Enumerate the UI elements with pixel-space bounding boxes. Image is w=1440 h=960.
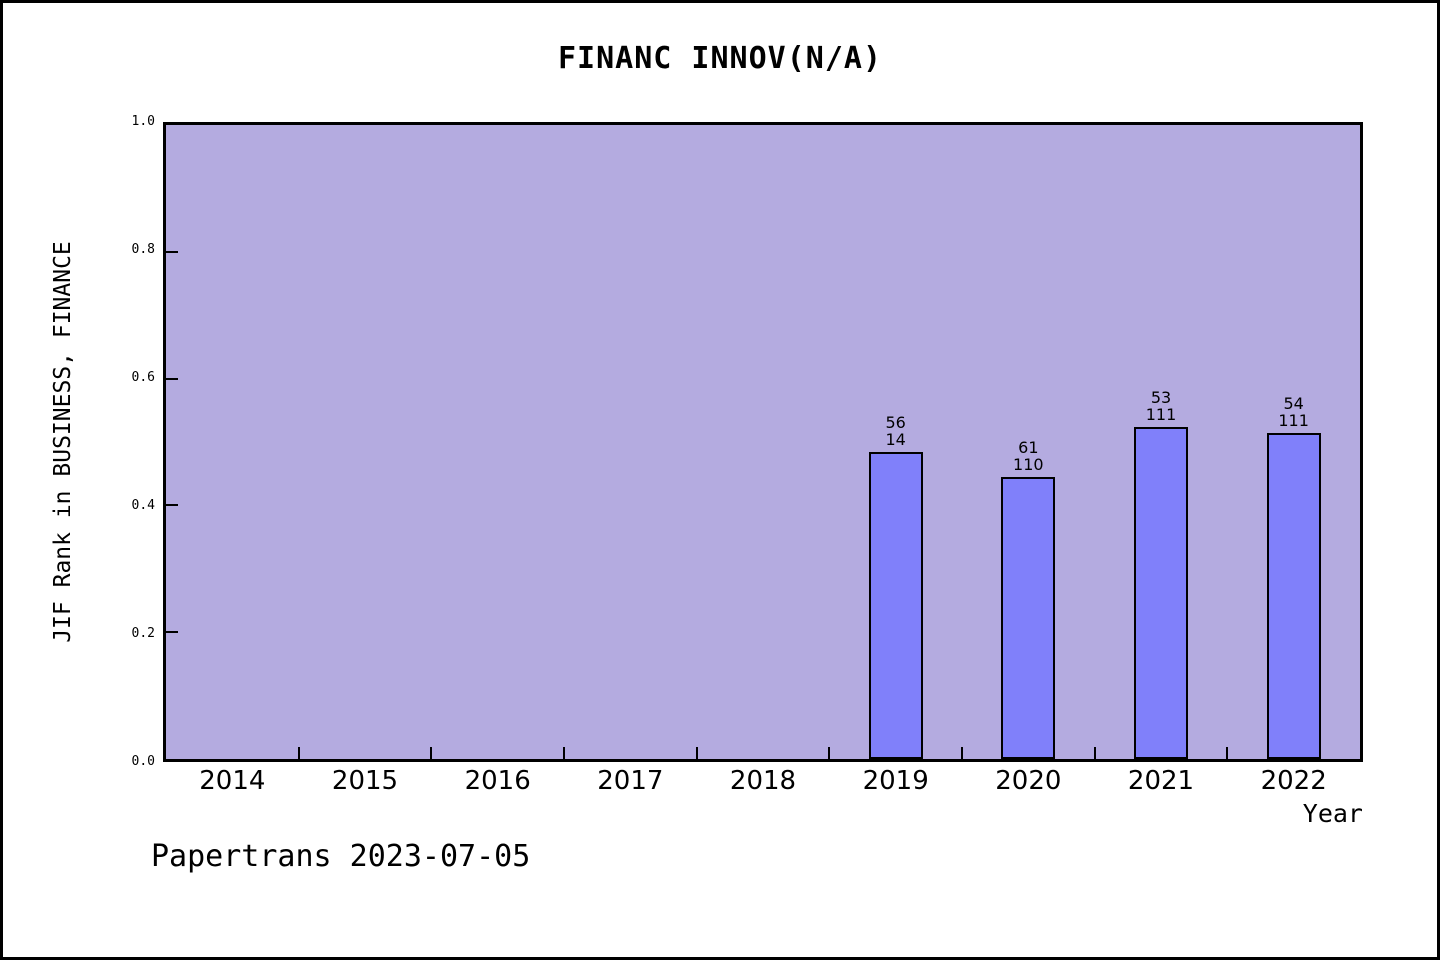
y-tick-label-0.2: 0.2 xyxy=(131,626,155,641)
y-tick-mark-0.2 xyxy=(166,631,178,634)
x-tick-mark-8 xyxy=(1226,747,1229,759)
y-tick-label-1.0: 1.0 xyxy=(131,114,155,129)
x-tick-mark-5 xyxy=(828,747,831,759)
x-tick-mark-7 xyxy=(1093,747,1096,759)
x-tick-label-2015: 2015 xyxy=(331,766,399,796)
y-tick-label-0.6: 0.6 xyxy=(131,370,155,385)
bar-2019 xyxy=(868,451,923,759)
y-tick-mark-0.8 xyxy=(166,250,178,253)
chart-title: FINANC INNOV(N/A) xyxy=(557,41,883,76)
x-tick-label-2022: 2022 xyxy=(1260,766,1327,796)
y-tick-mark-0.4 xyxy=(166,504,178,507)
bar-value-label-2019: 56 14 xyxy=(885,412,906,449)
x-tick-mark-1 xyxy=(297,747,300,759)
y-tick-mark-0.6 xyxy=(166,377,178,380)
footer-watermark: Papertrans 2023-07-05 xyxy=(151,839,531,874)
bar-value-label-2022: 54 111 xyxy=(1278,394,1309,431)
x-tick-label-2019: 2019 xyxy=(862,766,929,796)
plot-area xyxy=(163,122,1363,762)
x-tick-label-2018: 2018 xyxy=(729,766,797,796)
x-tick-label-2017: 2017 xyxy=(597,766,664,796)
x-axis-label: Year xyxy=(1302,799,1363,828)
x-tick-label-2021: 2021 xyxy=(1127,766,1195,796)
x-tick-mark-6 xyxy=(961,747,963,759)
x-tick-mark-3 xyxy=(563,747,565,759)
y-axis-label: JIF Rank in BUSINESS, FINANCE xyxy=(50,241,76,643)
y-tick-label-0.8: 0.8 xyxy=(131,242,155,257)
x-tick-label-2020: 2020 xyxy=(995,766,1062,796)
bar-2020 xyxy=(1001,476,1056,759)
y-tick-label-0.0: 0.0 xyxy=(131,754,155,769)
bar-value-label-2020: 61 110 xyxy=(1013,437,1044,474)
x-tick-mark-4 xyxy=(695,747,698,759)
x-tick-mark-2 xyxy=(430,747,433,759)
x-tick-label-2016: 2016 xyxy=(464,766,531,796)
x-tick-label-2014: 2014 xyxy=(199,766,266,796)
bar-2022 xyxy=(1266,433,1321,759)
bar-value-label-2021: 53 111 xyxy=(1145,388,1177,425)
bar-2021 xyxy=(1134,427,1188,759)
y-tick-label-0.4: 0.4 xyxy=(131,498,155,513)
